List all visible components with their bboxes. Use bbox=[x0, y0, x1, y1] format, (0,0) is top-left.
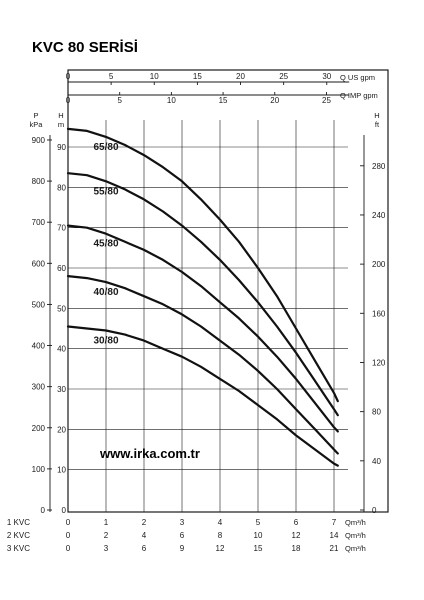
bottom-axis-tick-label: 6 bbox=[294, 518, 299, 527]
right-axis-tick-label: 0 bbox=[372, 506, 377, 515]
right-axis-tick-label: 240 bbox=[372, 211, 386, 220]
bottom-axis-tick-label: 6 bbox=[142, 544, 147, 553]
chart-title: KVC 80 SERİSİ bbox=[32, 39, 138, 56]
curve-label-30-80: 30/80 bbox=[93, 336, 118, 347]
curve-label-55-80: 55/80 bbox=[93, 186, 118, 197]
top-axis-tick-label: 0 bbox=[66, 96, 71, 105]
curve-label-40-80: 40/80 bbox=[93, 287, 118, 298]
bottom-axis-tick-label: 8 bbox=[218, 531, 223, 540]
bottom-axis-tick-label: 2 bbox=[104, 531, 109, 540]
bottom-axis-prefix: 3 KVC bbox=[7, 544, 30, 553]
plot-frame bbox=[67, 69, 389, 513]
left-axis-tick-label: 50 bbox=[57, 304, 66, 313]
watermark-text: www.irka.com.tr bbox=[99, 446, 200, 461]
top-axis-tick-label: 30 bbox=[322, 72, 331, 81]
bottom-axis-tick-label: 6 bbox=[180, 531, 185, 540]
left-axis-label: P bbox=[33, 111, 38, 120]
left-axis-tick-label: 60 bbox=[57, 264, 66, 273]
bottom-axis-tick-label: 10 bbox=[254, 531, 263, 540]
bottom-axis-tick-label: 0 bbox=[66, 544, 71, 553]
bottom-axis-tick-label: 12 bbox=[292, 531, 301, 540]
bottom-axis-tick-label: 0 bbox=[66, 531, 71, 540]
left-axis-tick-label: 300 bbox=[32, 383, 46, 392]
bottom-axis-tick-label: 1 bbox=[104, 518, 109, 527]
right-axis-tick-label: 80 bbox=[372, 408, 381, 417]
right-axis-tick-label: 280 bbox=[372, 162, 386, 171]
top-axis-tick-label: 25 bbox=[322, 96, 331, 105]
left-axis-tick-label: 20 bbox=[57, 425, 66, 434]
gridlines bbox=[68, 120, 348, 512]
left-axis-tick-label: 900 bbox=[32, 136, 46, 145]
bottom-axis-prefix: 2 KVC bbox=[7, 531, 30, 540]
left-axis-label: H bbox=[58, 111, 63, 120]
left-axis-tick-label: 100 bbox=[32, 465, 46, 474]
left-axis-tick-label: 200 bbox=[32, 424, 46, 433]
bottom-axis-tick-label: 18 bbox=[292, 544, 301, 553]
curve-65-80 bbox=[66, 127, 339, 403]
bottom-axis-tick-label: 4 bbox=[142, 531, 147, 540]
top-axis-label: Q IMP gpm bbox=[340, 91, 378, 100]
bottom-axis-unit: Qm³/h bbox=[345, 531, 366, 540]
bottom-axis-tick-label: 12 bbox=[216, 544, 225, 553]
left-axis-tick-label: 70 bbox=[57, 224, 66, 233]
left-axis-tick-label: 800 bbox=[32, 177, 46, 186]
right-axis-tick-label: 160 bbox=[372, 309, 386, 318]
bottom-axis-tick-label: 7 bbox=[332, 518, 337, 527]
curve-label-45-80: 45/80 bbox=[93, 239, 118, 250]
bottom-axis-tick-label: 2 bbox=[142, 518, 147, 527]
top-axis-tick-label: 20 bbox=[236, 72, 245, 81]
bottom-axis-tick-label: 21 bbox=[330, 544, 339, 553]
top-axis-tick-label: 0 bbox=[66, 72, 71, 81]
left-axis-tick-label: 400 bbox=[32, 342, 46, 351]
bottom-axis-unit: Qm³/h bbox=[345, 544, 366, 553]
top-axis-tick-label: 5 bbox=[117, 96, 122, 105]
bottom-axis-tick-label: 0 bbox=[66, 518, 71, 527]
bottom-axis-tick-label: 3 bbox=[104, 544, 109, 553]
top-axis-tick-label: 15 bbox=[219, 96, 228, 105]
curve-label-65-80: 65/80 bbox=[93, 142, 118, 153]
top-axis-tick-label: 20 bbox=[270, 96, 279, 105]
left-axis-tick-label: 0 bbox=[41, 506, 46, 515]
right-axis-tick-label: 200 bbox=[372, 260, 386, 269]
left-axis-tick-label: 700 bbox=[32, 218, 46, 227]
left-axis-tick-label: 40 bbox=[57, 345, 66, 354]
top-axis-label: Q US gpm bbox=[340, 73, 375, 82]
left-axis-tick-label: 80 bbox=[57, 183, 66, 192]
bottom-axis-tick-label: 3 bbox=[180, 518, 185, 527]
curve-55-80 bbox=[66, 172, 339, 417]
curves: 65/80 55/80 45/80 40/80 30/80 bbox=[66, 127, 339, 467]
left-axis-tick-label: 90 bbox=[57, 143, 66, 152]
bottom-axis-tick-label: 5 bbox=[256, 518, 261, 527]
right-axis-unit: ft bbox=[375, 120, 380, 129]
top-axis-tick-label: 5 bbox=[109, 72, 114, 81]
left-axis-tick-label: 0 bbox=[62, 506, 67, 515]
right-axis-tick-label: 40 bbox=[372, 457, 381, 466]
bottom-axis-tick-label: 15 bbox=[254, 544, 263, 553]
bottom-axis-unit: Qm³/h bbox=[345, 518, 366, 527]
right-axis-label: H bbox=[374, 111, 379, 120]
left-axis-unit: m bbox=[58, 120, 64, 129]
left-axis-tick-label: 500 bbox=[32, 300, 46, 309]
top-axis-tick-label: 10 bbox=[167, 96, 176, 105]
right-axis-tick-label: 120 bbox=[372, 358, 386, 367]
bottom-axis-tick-label: 14 bbox=[330, 531, 339, 540]
curve-45-80 bbox=[66, 224, 339, 433]
left-axis-tick-label: 10 bbox=[57, 466, 66, 475]
bottom-axis-prefix: 1 KVC bbox=[7, 518, 30, 527]
bottom-axis-tick-label: 4 bbox=[218, 518, 223, 527]
curve-30-80 bbox=[66, 325, 339, 467]
left-axis-tick-label: 30 bbox=[57, 385, 66, 394]
curve-40-80 bbox=[66, 275, 339, 455]
left-axis-unit: kPa bbox=[30, 120, 44, 129]
top-axis-tick-label: 25 bbox=[279, 72, 288, 81]
bottom-axis-tick-label: 9 bbox=[180, 544, 185, 553]
top-axis-tick-label: 10 bbox=[150, 72, 159, 81]
top-axis-tick-label: 15 bbox=[193, 72, 202, 81]
left-axis-tick-label: 600 bbox=[32, 259, 46, 268]
